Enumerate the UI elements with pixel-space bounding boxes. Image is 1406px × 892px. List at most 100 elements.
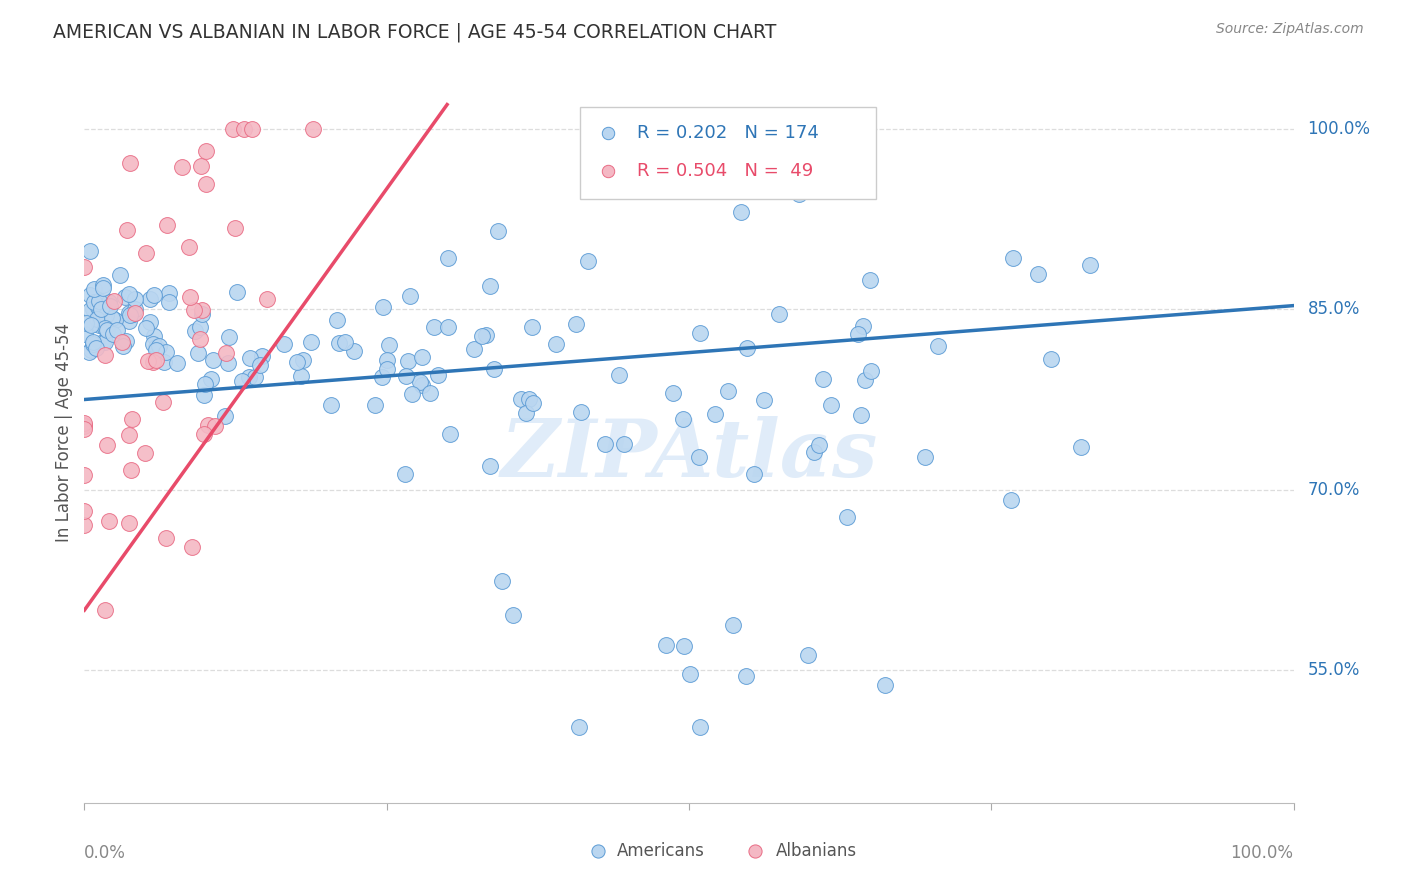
Point (135, 245, 157, 260)
Point (408, 375, 430, 389)
Point (849, 409, 872, 423)
Point (73, 518, 96, 533)
Point (104, 312, 127, 326)
Point (217, 356, 239, 370)
Point (201, 352, 224, 367)
Point (115, 334, 138, 348)
Point (291, 353, 314, 368)
Point (114, 290, 136, 304)
Point (157, 285, 180, 300)
Point (811, 371, 834, 385)
Text: Albanians: Albanians (776, 842, 858, 860)
Point (688, 450, 710, 464)
Point (73, 419, 96, 434)
Point (121, 412, 143, 426)
Point (83, 295, 105, 310)
Text: 85.0%: 85.0% (1308, 301, 1360, 318)
Point (1002, 251, 1025, 265)
Point (122, 307, 145, 321)
Text: R = 0.202   N = 174: R = 0.202 N = 174 (637, 124, 818, 142)
Point (231, 375, 253, 389)
Point (375, 362, 398, 376)
Point (82, 339, 104, 353)
Point (82, 336, 104, 351)
Point (853, 373, 876, 387)
Point (111, 334, 134, 349)
Point (396, 354, 419, 368)
Point (846, 326, 869, 341)
Point (157, 295, 180, 310)
Point (155, 345, 177, 359)
Point (439, 426, 461, 441)
Point (662, 385, 685, 400)
Point (716, 384, 738, 398)
Point (735, 668, 758, 682)
Text: 55.0%: 55.0% (1308, 661, 1360, 680)
Point (328, 336, 350, 351)
Point (142, 337, 165, 351)
Point (517, 392, 540, 407)
Point (145, 343, 167, 357)
Point (83, 301, 105, 316)
Point (139, 292, 162, 306)
Point (232, 121, 254, 136)
Point (115, 223, 138, 237)
Point (411, 351, 433, 365)
Point (135, 321, 157, 335)
Point (145, 352, 167, 367)
Point (87, 318, 110, 332)
Point (703, 407, 725, 421)
Point (73, 422, 96, 436)
Point (187, 346, 209, 360)
Point (190, 159, 212, 173)
Point (191, 302, 214, 317)
Point (118, 155, 141, 169)
Text: 100.0%: 100.0% (1230, 844, 1294, 862)
Text: 0.0%: 0.0% (84, 844, 127, 862)
Point (73, 504, 96, 518)
Point (226, 285, 249, 299)
Text: AMERICAN VS ALBANIAN IN LABOR FORCE | AGE 45-54 CORRELATION CHART: AMERICAN VS ALBANIAN IN LABOR FORCE | AG… (53, 22, 776, 42)
Point (679, 667, 702, 681)
Point (1026, 267, 1049, 281)
Text: 100.0%: 100.0% (1308, 120, 1371, 137)
Point (183, 325, 205, 339)
Point (593, 437, 616, 451)
Point (744, 467, 766, 482)
Point (768, 307, 790, 321)
Point (98, 294, 121, 309)
Point (152, 355, 174, 369)
Point (79, 302, 101, 317)
Point (607, 368, 630, 382)
Point (596, 235, 619, 250)
Point (273, 336, 295, 351)
Point (302, 121, 325, 136)
Point (73, 326, 96, 341)
Point (835, 510, 858, 524)
Point (569, 405, 592, 419)
Point (437, 320, 460, 334)
Point (326, 312, 349, 326)
Point (118, 286, 141, 301)
Point (103, 294, 125, 309)
Point (1000, 492, 1022, 507)
Point (83, 282, 105, 296)
Point (79, 244, 101, 259)
Point (194, 177, 217, 191)
Point (94, 348, 117, 362)
Point (193, 388, 215, 402)
Point (522, 320, 544, 334)
Point (89, 306, 111, 320)
Point (243, 370, 266, 384)
Point (486, 224, 509, 238)
Point (110, 268, 132, 282)
Point (96, 438, 118, 452)
Point (197, 417, 219, 432)
Point (797, 648, 820, 663)
Point (522, 396, 544, 410)
Point (689, 326, 711, 341)
Point (240, 121, 263, 136)
Point (93, 321, 115, 335)
Point (98, 514, 121, 528)
Point (568, 720, 591, 734)
